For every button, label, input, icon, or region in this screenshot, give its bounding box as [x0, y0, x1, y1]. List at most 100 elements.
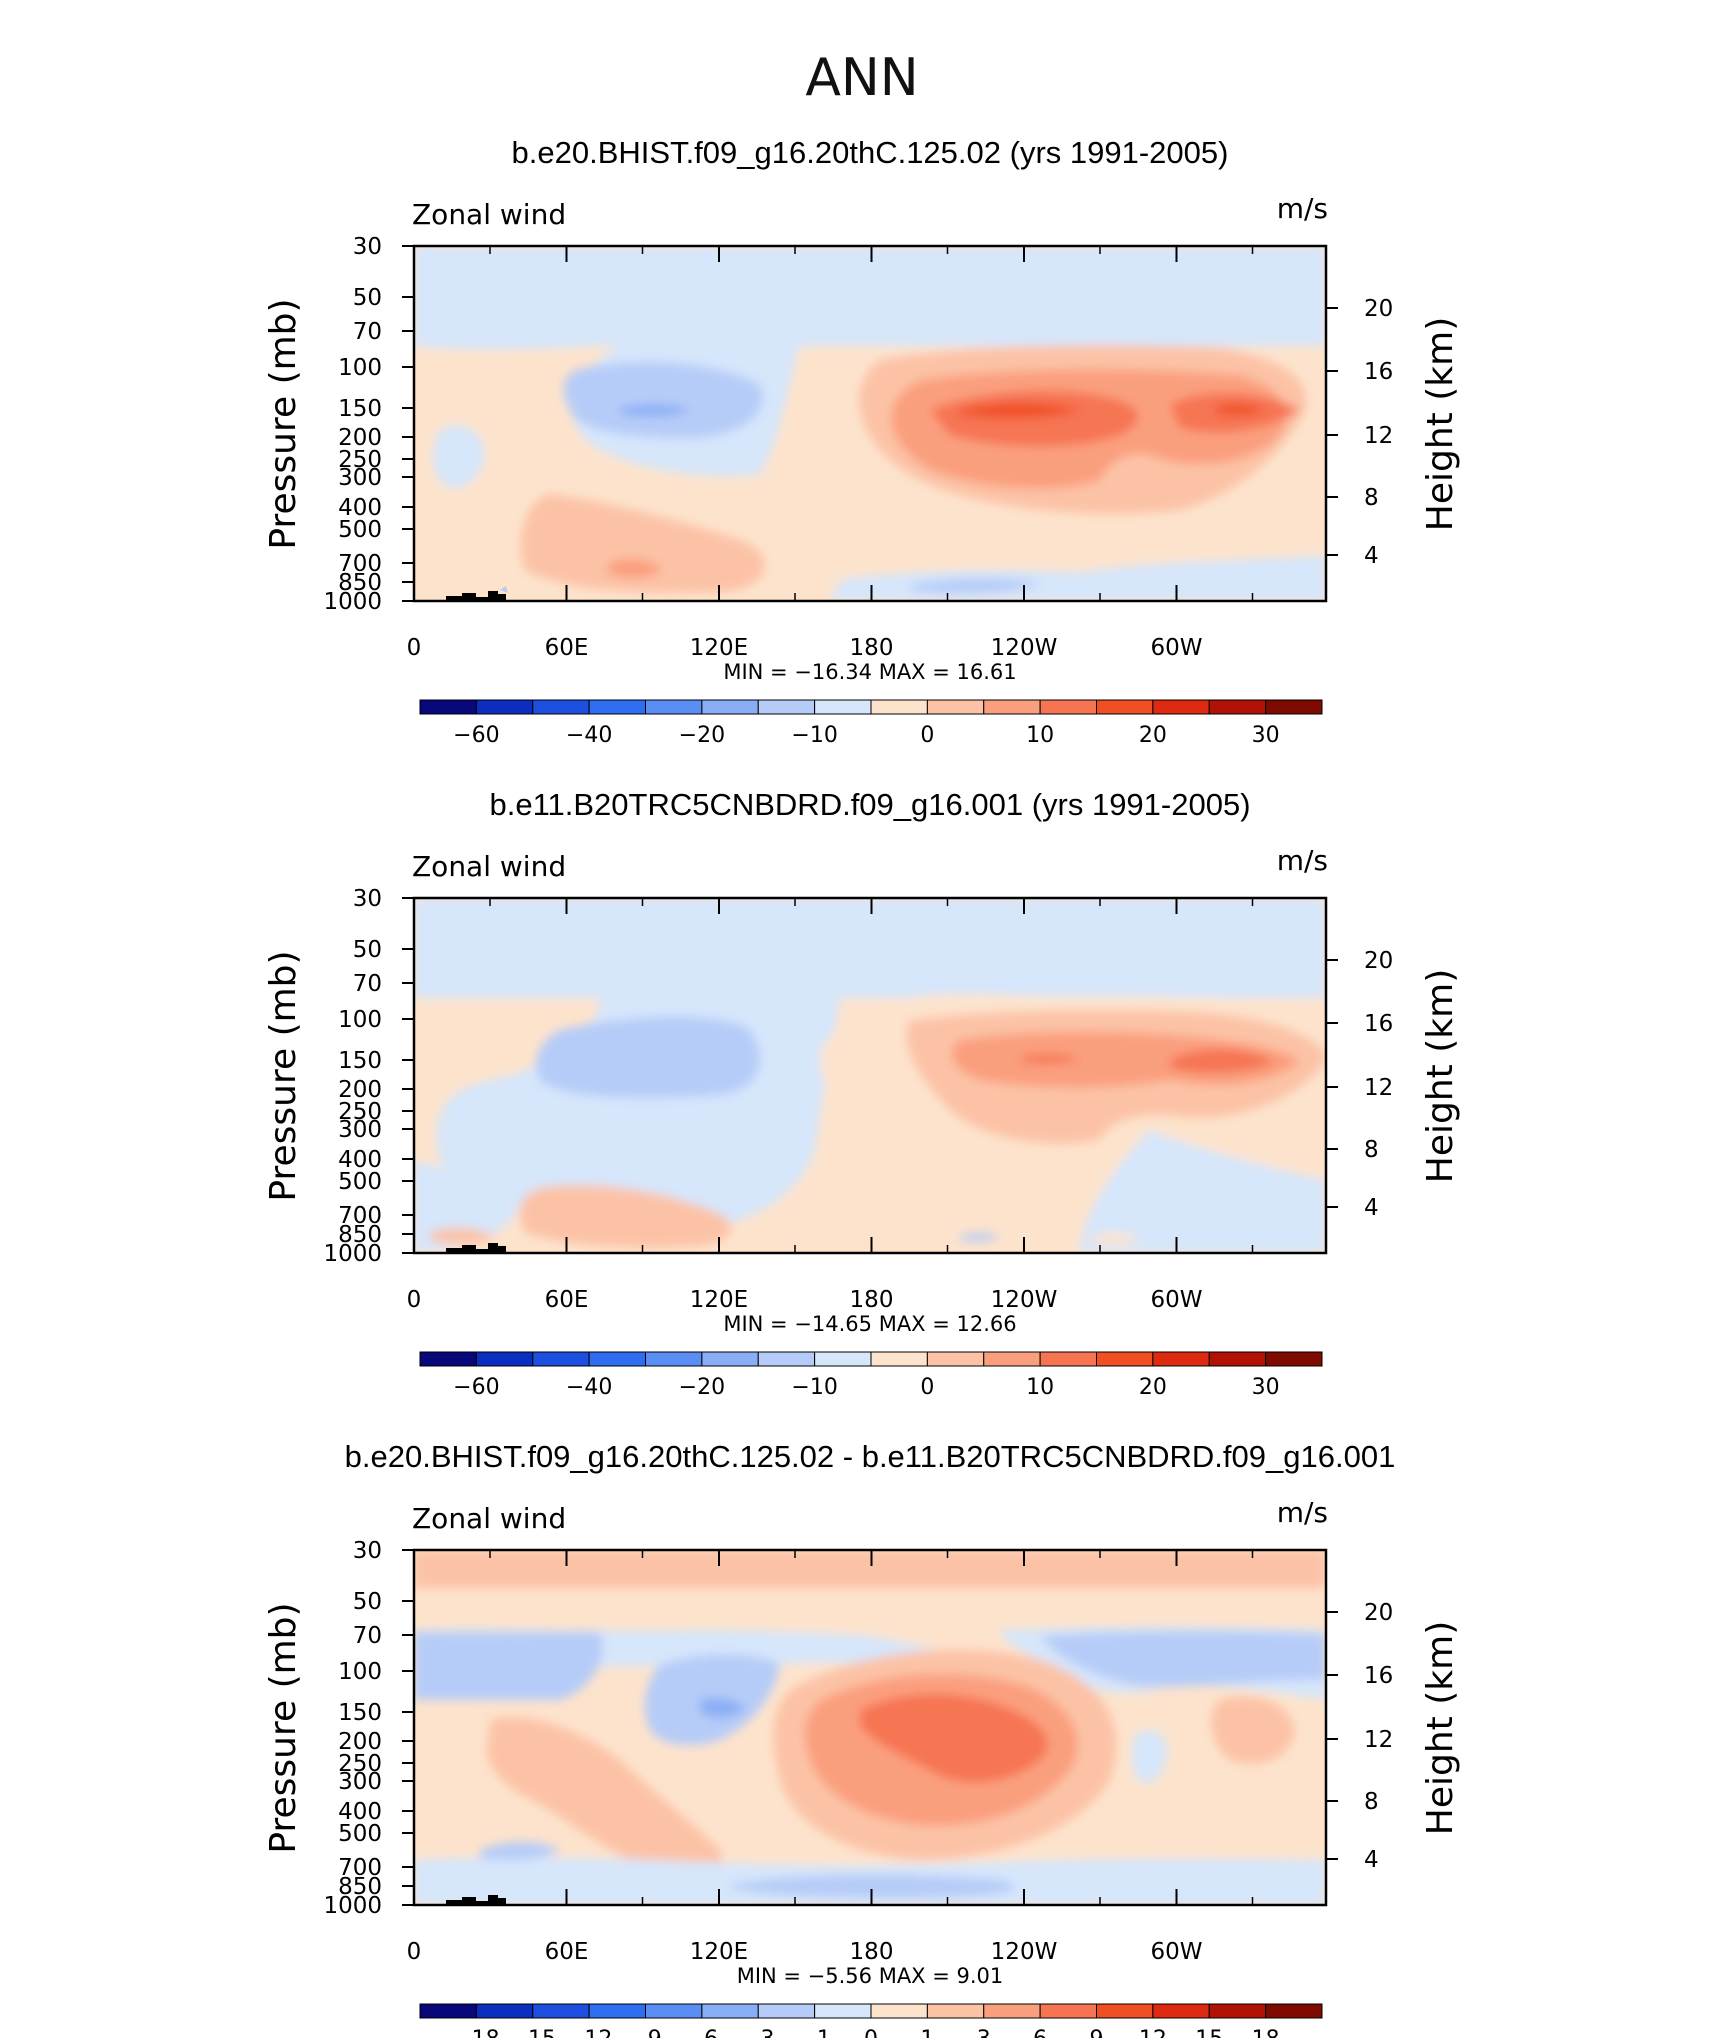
- colorbar-label: 30: [1252, 723, 1280, 748]
- colorbar-swatch: [588, 699, 646, 715]
- colorbar-swatch: [475, 1351, 534, 1367]
- colorbar-label: −1: [798, 2027, 830, 2038]
- panel-2-y2label: Height (km): [1420, 969, 1461, 1183]
- colorbar-swatch: [532, 1351, 590, 1367]
- panel-1-contour-field: [414, 246, 1326, 601]
- colorbar-swatch: [814, 2003, 872, 2019]
- y2-tick-label: 20: [1364, 948, 1393, 974]
- y-tick-label: 400: [338, 1799, 382, 1825]
- colorbar-swatch: [757, 2003, 816, 2019]
- panel-2-stats: MIN = −14.65 MAX = 12.66: [723, 1312, 1016, 1336]
- colorbar-swatch: [1152, 2003, 1210, 2019]
- panel-2-colorbar: −60 −40 −20 −10 0 10 20 30: [419, 1351, 1323, 1400]
- colorbar-label: −15: [510, 2027, 556, 2038]
- colorbar-swatch: [1039, 2003, 1097, 2019]
- colorbar-swatch: [1265, 2003, 1323, 2019]
- colorbar-swatch: [701, 1351, 759, 1367]
- x-tick-label: 180: [850, 1287, 894, 1313]
- x-tick-label: 60E: [545, 1287, 589, 1313]
- y2-tick-label: 16: [1364, 1011, 1393, 1037]
- y-tick-label: 150: [338, 1700, 382, 1726]
- x-tick-label: 120E: [690, 1287, 748, 1313]
- colorbar-swatch: [926, 2003, 985, 2019]
- colorbar-label: −12: [566, 2027, 612, 2038]
- y-tick-label: 70: [353, 971, 382, 997]
- panel-1-title: b.e20.BHIST.f09_g16.20thC.125.02 (yrs 19…: [512, 135, 1229, 170]
- y2-tick-label: 16: [1364, 1663, 1393, 1689]
- y-tick-label: 1000: [323, 1893, 382, 1919]
- y-tick-label: 1000: [323, 1241, 382, 1267]
- y2-tick-label: 20: [1364, 1600, 1393, 1626]
- y-tick-label: 30: [353, 886, 382, 912]
- y-tick-label: 850: [338, 1222, 382, 1248]
- y-tick-label: 300: [338, 1117, 382, 1143]
- colorbar-swatch: [419, 699, 477, 715]
- panel-1-ylabel: Pressure (mb): [263, 298, 304, 549]
- y-tick-label: 200: [338, 1729, 382, 1755]
- x-tick-label: 120W: [991, 1939, 1058, 1965]
- y-tick-label: 50: [353, 1589, 382, 1615]
- panel-1-units: m/s: [1277, 192, 1328, 225]
- y2-tick-label: 8: [1364, 1789, 1379, 1815]
- panel-1-stats: MIN = −16.34 MAX = 16.61: [723, 660, 1016, 684]
- colorbar-swatch: [1039, 699, 1097, 715]
- colorbar-label: 20: [1139, 1375, 1167, 1400]
- panel-2-contour-field: [414, 898, 1326, 1253]
- y-tick-label: 700: [338, 1203, 382, 1229]
- colorbar-swatch: [475, 2003, 534, 2019]
- y2-tick-label: 12: [1364, 1075, 1393, 1101]
- x-tick-label: 180: [850, 635, 894, 661]
- y-tick-label: 150: [338, 1048, 382, 1074]
- colorbar-label: −3: [742, 2027, 774, 2038]
- panel-3-title: b.e20.BHIST.f09_g16.20thC.125.02 - b.e11…: [345, 1439, 1396, 1474]
- y-tick-label: 70: [353, 319, 382, 345]
- panel-2-units: m/s: [1277, 844, 1328, 877]
- y2-tick-label: 20: [1364, 296, 1393, 322]
- y-tick-label: 700: [338, 551, 382, 577]
- x-tick-label: 60W: [1150, 1939, 1202, 1965]
- colorbar-swatch: [1096, 699, 1154, 715]
- colorbar-swatch: [757, 699, 816, 715]
- x-tick-label: 120E: [690, 1939, 748, 1965]
- x-tick-label: 60W: [1150, 635, 1202, 661]
- x-tick-label: 0: [407, 1287, 422, 1313]
- colorbar-label: 15: [1195, 2027, 1223, 2038]
- colorbar-label: 18: [1252, 2027, 1280, 2038]
- colorbar-swatch: [926, 699, 985, 715]
- colorbar-label: 0: [920, 1375, 934, 1400]
- colorbar-swatch: [532, 2003, 590, 2019]
- panel-3-colorbar: −18 −15 −12 −9 −6 −3 −1 0 1 3 6 9 12 15 18: [419, 2003, 1323, 2038]
- colorbar-label: 3: [977, 2027, 991, 2038]
- y-tick-label: 500: [338, 1169, 382, 1195]
- colorbar-label: −10: [791, 1375, 837, 1400]
- colorbar-swatch: [588, 1351, 646, 1367]
- x-tick-label: 120W: [991, 635, 1058, 661]
- y-tick-label: 850: [338, 1874, 382, 1900]
- colorbar-swatch: [926, 1351, 985, 1367]
- colorbar-swatch: [983, 2003, 1041, 2019]
- y-tick-label: 50: [353, 285, 382, 311]
- colorbar-label: −60: [453, 723, 499, 748]
- panel-3-units: m/s: [1277, 1496, 1328, 1529]
- y-tick-label: 1000: [323, 589, 382, 615]
- y-tick-label: 100: [338, 1659, 382, 1685]
- panel-2-ylabel: Pressure (mb): [263, 950, 304, 1201]
- colorbar-swatch: [701, 2003, 759, 2019]
- y-tick-label: 300: [338, 465, 382, 491]
- colorbar-label: −20: [679, 723, 725, 748]
- colorbar-swatch: [983, 699, 1041, 715]
- y-tick-label: 300: [338, 1769, 382, 1795]
- panel-3-y2label: Height (km): [1420, 1621, 1461, 1835]
- colorbar-label: −9: [629, 2027, 661, 2038]
- y-tick-label: 250: [338, 447, 382, 473]
- y2-tick-label: 12: [1364, 423, 1393, 449]
- colorbar-swatch: [1096, 1351, 1154, 1367]
- x-tick-label: 0: [407, 635, 422, 661]
- colorbar-label: 0: [864, 2027, 878, 2038]
- colorbar-swatch: [870, 699, 928, 715]
- colorbar-swatch: [701, 699, 759, 715]
- panel-3-left-string: Zonal wind: [412, 1502, 566, 1535]
- x-tick-label: 180: [850, 1939, 894, 1965]
- panel-1-colorbar: −60 −40 −20 −10 0 10 20 30: [419, 699, 1323, 748]
